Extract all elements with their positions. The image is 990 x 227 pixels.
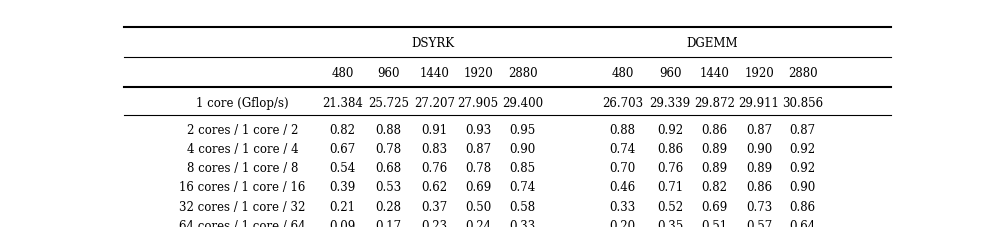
Text: 0.76: 0.76 — [657, 161, 683, 174]
Text: 0.67: 0.67 — [330, 142, 355, 155]
Text: 29.911: 29.911 — [739, 97, 779, 110]
Text: 0.92: 0.92 — [657, 123, 683, 136]
Text: 30.856: 30.856 — [782, 97, 824, 110]
Text: 0.33: 0.33 — [609, 200, 636, 213]
Text: 1 core (Gflop/s): 1 core (Gflop/s) — [196, 97, 289, 110]
Text: 64 cores / 1 core / 64: 64 cores / 1 core / 64 — [179, 219, 306, 227]
Text: 0.39: 0.39 — [330, 181, 355, 194]
Text: 21.384: 21.384 — [322, 97, 363, 110]
Text: 0.91: 0.91 — [422, 123, 447, 136]
Text: 0.35: 0.35 — [657, 219, 683, 227]
Text: 0.78: 0.78 — [375, 142, 402, 155]
Text: 0.87: 0.87 — [790, 123, 816, 136]
Text: 0.17: 0.17 — [375, 219, 402, 227]
Text: 0.53: 0.53 — [375, 181, 402, 194]
Text: 0.92: 0.92 — [790, 142, 816, 155]
Text: 2880: 2880 — [788, 66, 818, 79]
Text: 0.69: 0.69 — [465, 181, 491, 194]
Text: 0.69: 0.69 — [701, 200, 728, 213]
Text: DSYRK: DSYRK — [411, 37, 454, 49]
Text: 32 cores / 1 core / 32: 32 cores / 1 core / 32 — [179, 200, 306, 213]
Text: 0.74: 0.74 — [609, 142, 636, 155]
Text: 1440: 1440 — [420, 66, 449, 79]
Text: 0.76: 0.76 — [422, 161, 447, 174]
Text: 1920: 1920 — [744, 66, 774, 79]
Text: 0.86: 0.86 — [746, 181, 772, 194]
Text: 0.82: 0.82 — [330, 123, 355, 136]
Text: 0.54: 0.54 — [330, 161, 355, 174]
Text: 29.400: 29.400 — [502, 97, 544, 110]
Text: 0.73: 0.73 — [745, 200, 772, 213]
Text: 0.70: 0.70 — [609, 161, 636, 174]
Text: 1440: 1440 — [700, 66, 730, 79]
Text: 0.58: 0.58 — [510, 200, 536, 213]
Text: 0.78: 0.78 — [465, 161, 491, 174]
Text: 27.207: 27.207 — [414, 97, 455, 110]
Text: 2 cores / 1 core / 2: 2 cores / 1 core / 2 — [187, 123, 298, 136]
Text: 0.71: 0.71 — [657, 181, 683, 194]
Text: 0.51: 0.51 — [702, 219, 728, 227]
Text: 0.86: 0.86 — [657, 142, 683, 155]
Text: 0.95: 0.95 — [510, 123, 536, 136]
Text: 0.46: 0.46 — [609, 181, 636, 194]
Text: 0.68: 0.68 — [375, 161, 402, 174]
Text: 0.88: 0.88 — [610, 123, 636, 136]
Text: 27.905: 27.905 — [457, 97, 499, 110]
Text: 0.37: 0.37 — [422, 200, 447, 213]
Text: 0.83: 0.83 — [422, 142, 447, 155]
Text: 0.33: 0.33 — [510, 219, 536, 227]
Text: 0.85: 0.85 — [510, 161, 536, 174]
Text: 29.872: 29.872 — [694, 97, 735, 110]
Text: 0.89: 0.89 — [702, 161, 728, 174]
Text: 0.52: 0.52 — [657, 200, 683, 213]
Text: 480: 480 — [611, 66, 634, 79]
Text: 16 cores / 1 core / 16: 16 cores / 1 core / 16 — [179, 181, 306, 194]
Text: 0.86: 0.86 — [702, 123, 728, 136]
Text: 0.89: 0.89 — [746, 161, 772, 174]
Text: 960: 960 — [377, 66, 400, 79]
Text: 0.57: 0.57 — [745, 219, 772, 227]
Text: 0.88: 0.88 — [375, 123, 402, 136]
Text: 0.74: 0.74 — [510, 181, 536, 194]
Text: 0.64: 0.64 — [790, 219, 816, 227]
Text: 480: 480 — [332, 66, 353, 79]
Text: 2880: 2880 — [508, 66, 538, 79]
Text: 0.50: 0.50 — [465, 200, 491, 213]
Text: 0.87: 0.87 — [746, 123, 772, 136]
Text: 25.725: 25.725 — [368, 97, 409, 110]
Text: 8 cores / 1 core / 8: 8 cores / 1 core / 8 — [187, 161, 298, 174]
Text: 0.21: 0.21 — [330, 200, 355, 213]
Text: 0.24: 0.24 — [465, 219, 491, 227]
Text: 0.28: 0.28 — [375, 200, 402, 213]
Text: 0.62: 0.62 — [422, 181, 447, 194]
Text: 0.20: 0.20 — [610, 219, 636, 227]
Text: 0.90: 0.90 — [510, 142, 536, 155]
Text: 0.23: 0.23 — [422, 219, 447, 227]
Text: 4 cores / 1 core / 4: 4 cores / 1 core / 4 — [187, 142, 299, 155]
Text: 0.89: 0.89 — [702, 142, 728, 155]
Text: 0.93: 0.93 — [465, 123, 491, 136]
Text: 26.703: 26.703 — [602, 97, 644, 110]
Text: 0.09: 0.09 — [330, 219, 355, 227]
Text: 0.87: 0.87 — [465, 142, 491, 155]
Text: DGEMM: DGEMM — [687, 37, 739, 49]
Text: 960: 960 — [658, 66, 681, 79]
Text: 0.90: 0.90 — [745, 142, 772, 155]
Text: 1920: 1920 — [463, 66, 493, 79]
Text: 29.339: 29.339 — [649, 97, 691, 110]
Text: 0.82: 0.82 — [702, 181, 728, 194]
Text: 0.90: 0.90 — [790, 181, 816, 194]
Text: 0.92: 0.92 — [790, 161, 816, 174]
Text: 0.86: 0.86 — [790, 200, 816, 213]
